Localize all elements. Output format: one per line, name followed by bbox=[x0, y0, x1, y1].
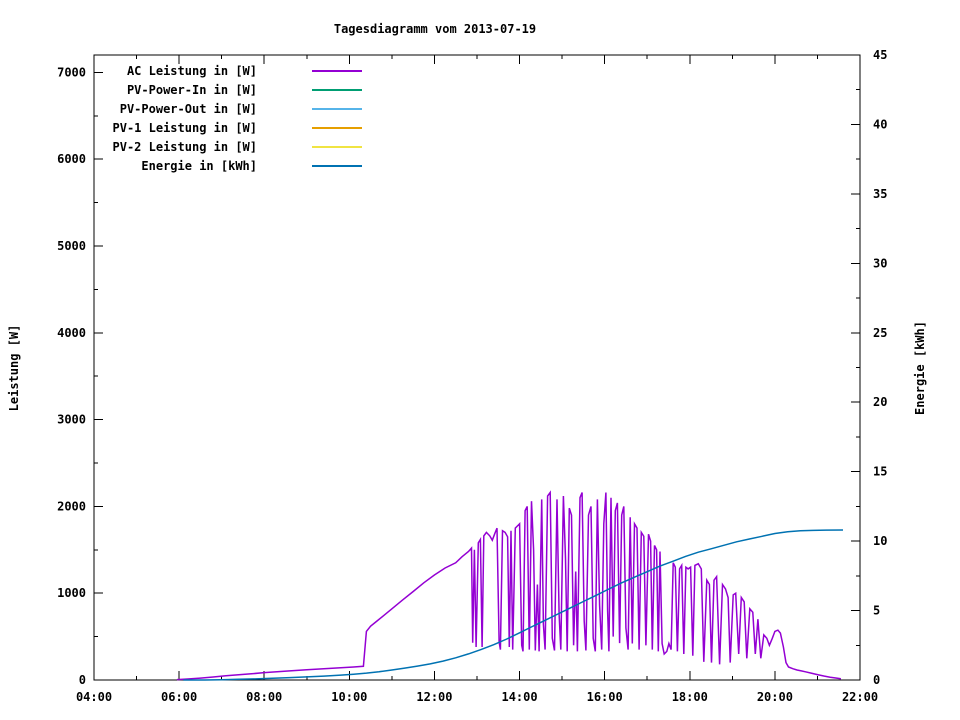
ac-leistung-line bbox=[176, 490, 842, 681]
y-left-axis-title: Leistung [W] bbox=[7, 325, 21, 412]
x-tick-label: 20:00 bbox=[757, 690, 793, 704]
y-right-tick-label: 20 bbox=[873, 395, 887, 409]
x-tick-label: 12:00 bbox=[416, 690, 452, 704]
x-tick-label: 14:00 bbox=[501, 690, 537, 704]
energie-line bbox=[183, 529, 844, 681]
x-tick-label: 16:00 bbox=[587, 690, 623, 704]
legend-label: AC Leistung in [W] bbox=[127, 64, 257, 78]
plot-border-and-ticks: 04:00 06:00 08:00 10:00 12:00 14:00 16:00 18:00… bbox=[57, 48, 887, 704]
x-tick-label: 18:00 bbox=[672, 690, 708, 704]
y-right-tick-label: 10 bbox=[873, 534, 887, 548]
y-right-tick-label: 0 bbox=[873, 673, 880, 687]
y-left-tick-label: 6000 bbox=[57, 152, 86, 166]
y-right-axis-title: Energie [kWh] bbox=[913, 321, 927, 415]
y-left-tick-label: 5000 bbox=[57, 239, 86, 253]
y-left-tick-label: 0 bbox=[79, 673, 86, 687]
y-right-tick-label: 35 bbox=[873, 187, 887, 201]
y-left-tick-label: 2000 bbox=[57, 499, 86, 513]
data-series bbox=[176, 490, 844, 681]
x-tick-label: 22:00 bbox=[842, 690, 878, 704]
legend: AC Leistung in [W] PV-Power-In in [W] PV-P… bbox=[113, 64, 362, 173]
y-right-tick-label: 15 bbox=[873, 465, 887, 479]
y-left-tick-label: 3000 bbox=[57, 413, 86, 427]
legend-label: PV-Power-In in [W] bbox=[127, 83, 257, 97]
y-right-tick-label: 30 bbox=[873, 256, 887, 270]
legend-label: PV-1 Leistung in [W] bbox=[113, 121, 258, 135]
y-left-tick-label: 1000 bbox=[57, 586, 86, 600]
legend-label: PV-2 Leistung in [W] bbox=[113, 140, 258, 154]
x-tick-label: 04:00 bbox=[76, 690, 112, 704]
y-right-tick-label: 40 bbox=[873, 117, 887, 131]
y-left-tick-label: 7000 bbox=[57, 65, 86, 79]
x-tick-label: 06:00 bbox=[161, 690, 197, 704]
y-right-tick-label: 25 bbox=[873, 326, 887, 340]
chart-title: Tagesdiagramm vom 2013-07-19 bbox=[334, 22, 536, 36]
x-tick-label: 10:00 bbox=[331, 690, 367, 704]
y-right-tick-label: 5 bbox=[873, 604, 880, 618]
x-tick-label: 08:00 bbox=[246, 690, 282, 704]
y-right-tick-label: 45 bbox=[873, 48, 887, 62]
legend-label: Energie in [kWh] bbox=[141, 159, 257, 173]
legend-label: PV-Power-Out in [W] bbox=[120, 102, 257, 116]
y-left-tick-label: 4000 bbox=[57, 326, 86, 340]
